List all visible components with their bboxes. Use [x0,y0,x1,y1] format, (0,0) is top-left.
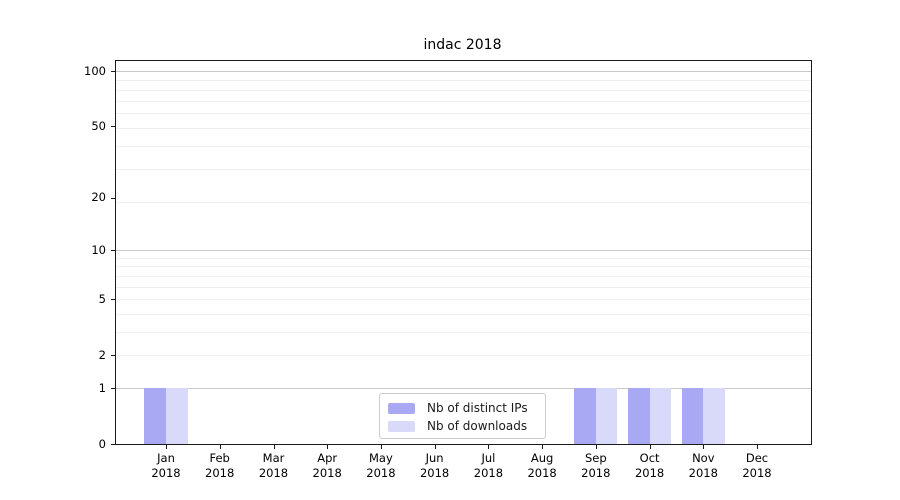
y-axis-tick-label: 10 [91,242,106,257]
x-axis-tick-label: Apr 2018 [312,451,342,480]
legend-label: Nb of distinct IPs [427,401,528,415]
x-axis-tick-label: Jun 2018 [419,451,450,480]
y-axis-tick-label: 20 [91,190,106,205]
x-axis-tick-label: Feb 2018 [205,451,235,480]
y-tick-mark [111,299,115,301]
y-axis-tick-label: 100 [84,63,106,78]
gridline-minor [116,201,811,203]
y-tick-mark [111,444,115,445]
gridline-minor [116,313,811,315]
bar-nb-of-distinct-ips [574,388,596,444]
gridline-minor [116,299,811,301]
x-tick-mark [219,445,221,449]
x-tick-mark [434,445,436,449]
bar-nb-of-downloads [166,388,188,444]
gridline-major [116,388,811,389]
gridline-minor [116,266,811,268]
x-axis-tick-label: Jan 2018 [151,451,181,480]
x-axis-tick-label: Aug 2018 [527,451,557,480]
y-tick-mark [111,250,115,252]
bar-nb-of-distinct-ips [681,388,704,444]
x-tick-mark [273,445,275,449]
x-tick-mark [542,445,544,449]
x-axis-tick-label: Sep 2018 [581,451,611,480]
gridline-minor [116,332,811,333]
gridline-minor [116,100,811,102]
y-tick-mark [111,126,115,128]
bar-nb-of-distinct-ips [144,388,166,444]
y-axis-tick-label: 1 [98,380,106,395]
legend-row: Nb of distinct IPs [388,399,535,417]
gridline-minor [116,257,811,259]
legend-label: Nb of downloads [427,419,528,433]
gridline-minor [116,113,811,115]
x-axis-tick-label: Dec 2018 [742,451,772,480]
y-axis-tick-label: 2 [98,347,106,362]
legend-row: Nb of downloads [388,417,535,435]
legend-swatch [388,420,415,432]
y-tick-mark [111,355,115,357]
legend: Nb of distinct IPs Nb of downloads [379,393,546,439]
x-tick-mark [649,445,651,449]
x-axis-tick-label: Jul 2018 [473,451,504,480]
x-tick-mark [380,445,382,449]
gridline-major [116,71,811,72]
gridline-minor [116,286,811,288]
x-axis-tick-label: Oct 2018 [634,451,665,480]
y-tick-mark [111,71,115,72]
chart-title: indac 2018 [423,37,502,53]
gridline-minor [116,145,811,147]
x-tick-mark [166,445,167,449]
gridline-minor [116,80,811,82]
y-axis-tick-label: 0 [98,436,106,451]
gridline-minor [116,127,811,129]
x-tick-mark [757,445,758,449]
x-tick-mark [488,445,490,449]
x-tick-mark [327,445,329,449]
bar-nb-of-downloads [595,388,618,444]
x-tick-mark [595,445,597,449]
y-axis-tick-label: 50 [91,118,106,133]
bar-nb-of-downloads [703,388,725,444]
y-tick-mark [111,388,115,389]
gridline-minor [116,169,811,171]
x-axis-tick-label: May 2018 [366,451,396,480]
x-tick-mark [703,445,705,449]
gridline-minor [116,355,811,357]
plot-area: 0 1 2 5 10 20 50 100 Jan 2018 Feb 2018 Mar 2018 Apr… [84,60,812,480]
gridline-major [116,250,811,252]
legend-swatch [388,402,415,414]
x-axis-tick-label: Nov 2018 [688,451,718,480]
gridline-minor [116,89,811,91]
bar-nb-of-downloads [649,388,672,444]
y-axis-tick-label: 5 [98,291,106,306]
x-axis-tick-label: Mar 2018 [258,451,289,480]
gridline-minor [116,275,811,277]
bar-nb-of-distinct-ips [627,388,650,444]
y-tick-mark [111,197,115,199]
